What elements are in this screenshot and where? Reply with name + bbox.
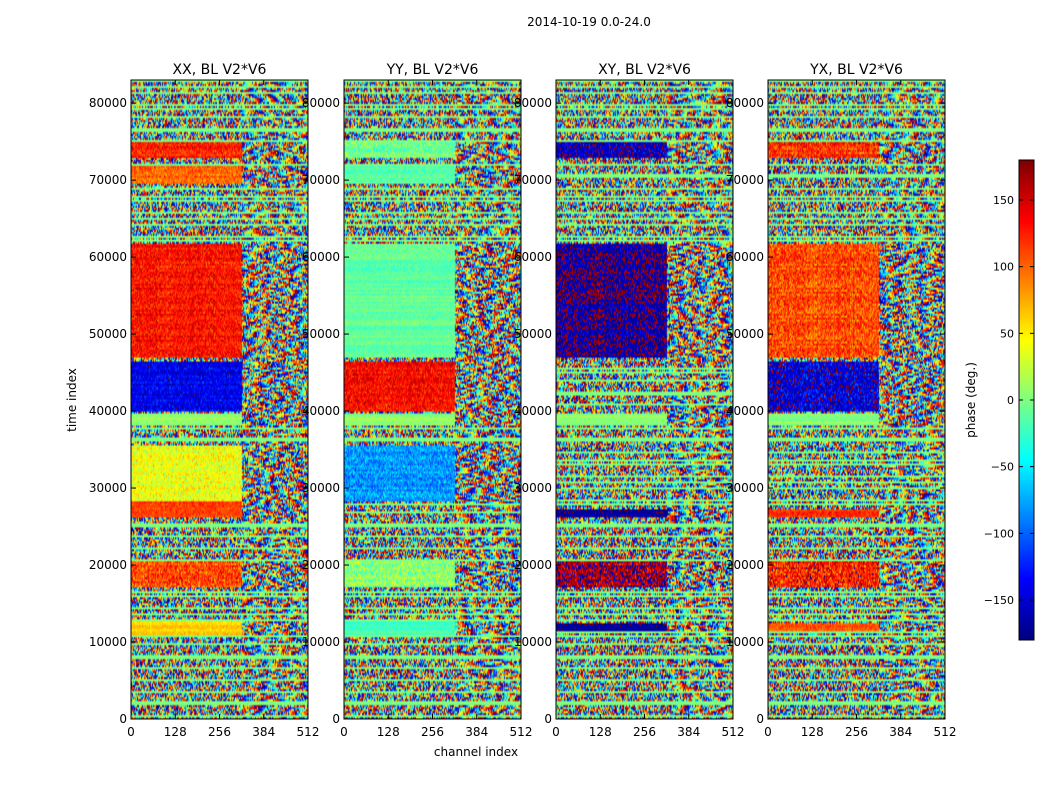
x-tick-label: 512 bbox=[934, 725, 957, 739]
x-tick-label: 128 bbox=[164, 725, 187, 739]
y-tick-label: 80000 bbox=[89, 96, 127, 110]
y-tick-label: 30000 bbox=[726, 481, 764, 495]
y-tick-label: 60000 bbox=[89, 250, 127, 264]
y-tick-label: 70000 bbox=[726, 173, 764, 187]
figure-suptitle: 2014-10-19 0.0-24.0 bbox=[527, 15, 651, 29]
y-tick-label: 60000 bbox=[514, 250, 552, 264]
panel-1-phase-raster bbox=[131, 80, 308, 719]
y-tick-label: 60000 bbox=[302, 250, 340, 264]
panels-group: XX, BL V2*V6 0 128 256 384 512 0 10000 20000 3000… bbox=[89, 62, 957, 739]
y-tick-label: 0 bbox=[119, 712, 127, 726]
x-tick-label: 384 bbox=[465, 725, 488, 739]
y-tick-label: 80000 bbox=[726, 96, 764, 110]
colorbar-tick-label: −150 bbox=[984, 594, 1014, 607]
y-tick-label: 50000 bbox=[89, 327, 127, 341]
x-tick-label: 0 bbox=[552, 725, 560, 739]
colorbar-tick-label: 0 bbox=[1007, 394, 1014, 407]
x-tick-label: 384 bbox=[252, 725, 275, 739]
panel-1-title: XX, BL V2*V6 bbox=[173, 62, 267, 78]
y-tick-label: 20000 bbox=[726, 558, 764, 572]
x-tick-label: 0 bbox=[340, 725, 348, 739]
x-tick-label: 384 bbox=[889, 725, 912, 739]
y-tick-label: 10000 bbox=[89, 635, 127, 649]
y-tick-label: 10000 bbox=[302, 635, 340, 649]
panel-3: XY, BL V2*V6 0 128 256 384 512 0 10000 20000 3000… bbox=[514, 62, 745, 739]
y-tick-label: 30000 bbox=[514, 481, 552, 495]
panel-3-title: XY, BL V2*V6 bbox=[598, 62, 691, 78]
y-tick-label: 40000 bbox=[89, 404, 127, 418]
y-tick-label: 0 bbox=[756, 712, 764, 726]
x-axis-label: channel index bbox=[434, 745, 518, 759]
panel-4: YX, BL V2*V6 0 128 256 384 512 0 10000 20000 3000… bbox=[726, 62, 957, 739]
colorbar-gradient bbox=[1019, 160, 1034, 640]
colorbar-tick-label: −50 bbox=[991, 461, 1014, 474]
x-tick-label: 384 bbox=[677, 725, 700, 739]
y-tick-label: 50000 bbox=[302, 327, 340, 341]
y-tick-label: 10000 bbox=[726, 635, 764, 649]
y-tick-label: 30000 bbox=[302, 481, 340, 495]
x-tick-label: 256 bbox=[845, 725, 868, 739]
y-tick-label: 30000 bbox=[89, 481, 127, 495]
x-tick-label: 128 bbox=[801, 725, 824, 739]
panel-2: YY, BL V2*V6 0 128 256 384 512 0 10000 20000 3000… bbox=[302, 62, 533, 739]
y-tick-label: 40000 bbox=[726, 404, 764, 418]
y-tick-label: 20000 bbox=[302, 558, 340, 572]
colorbar-tick-label: 50 bbox=[1000, 327, 1014, 340]
colorbar-tick-label: 150 bbox=[993, 194, 1014, 207]
y-tick-label: 80000 bbox=[302, 96, 340, 110]
x-tick-label: 128 bbox=[377, 725, 400, 739]
y-tick-label: 20000 bbox=[514, 558, 552, 572]
panel-2-phase-raster bbox=[344, 80, 521, 719]
panel-3-phase-raster bbox=[556, 80, 733, 719]
y-tick-label: 50000 bbox=[514, 327, 552, 341]
x-tick-label: 512 bbox=[297, 725, 320, 739]
y-tick-label: 0 bbox=[332, 712, 340, 726]
x-tick-label: 256 bbox=[421, 725, 444, 739]
y-tick-label: 10000 bbox=[514, 635, 552, 649]
colorbar-tick-label: −100 bbox=[984, 527, 1014, 540]
x-tick-label: 0 bbox=[127, 725, 135, 739]
panel-4-phase-raster bbox=[768, 80, 945, 719]
x-tick-label: 128 bbox=[589, 725, 612, 739]
y-tick-label: 20000 bbox=[89, 558, 127, 572]
colorbar-label: phase (deg.) bbox=[964, 362, 978, 438]
y-tick-label: 70000 bbox=[514, 173, 552, 187]
y-tick-label: 70000 bbox=[89, 173, 127, 187]
y-tick-label: 0 bbox=[544, 712, 552, 726]
panel-1: XX, BL V2*V6 0 128 256 384 512 0 10000 20000 3000… bbox=[89, 62, 320, 739]
y-tick-label: 40000 bbox=[302, 404, 340, 418]
y-tick-label: 80000 bbox=[514, 96, 552, 110]
panel-2-title: YY, BL V2*V6 bbox=[386, 62, 479, 78]
y-tick-label: 40000 bbox=[514, 404, 552, 418]
x-tick-label: 256 bbox=[633, 725, 656, 739]
panel-4-title: YX, BL V2*V6 bbox=[809, 62, 903, 78]
colorbar-tick-label: 100 bbox=[993, 261, 1014, 274]
y-axis-label: time index bbox=[65, 368, 79, 432]
x-tick-label: 512 bbox=[510, 725, 533, 739]
x-tick-label: 512 bbox=[722, 725, 745, 739]
colorbar: 150 100 50 0 −50 −100 −150 bbox=[984, 159, 1035, 641]
y-tick-label: 70000 bbox=[302, 173, 340, 187]
y-tick-label: 50000 bbox=[726, 327, 764, 341]
y-tick-label: 60000 bbox=[726, 250, 764, 264]
x-tick-label: 0 bbox=[764, 725, 772, 739]
x-tick-label: 256 bbox=[208, 725, 231, 739]
